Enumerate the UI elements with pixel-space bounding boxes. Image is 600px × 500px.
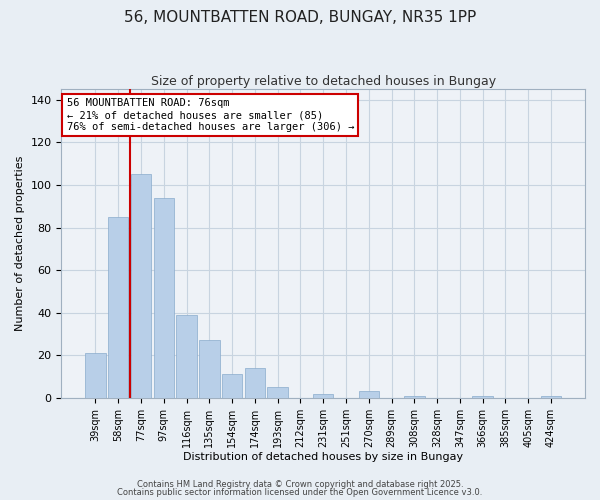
X-axis label: Distribution of detached houses by size in Bungay: Distribution of detached houses by size …	[183, 452, 463, 462]
Bar	[176, 315, 197, 398]
Text: 56 MOUNTBATTEN ROAD: 76sqm
← 21% of detached houses are smaller (85)
76% of semi: 56 MOUNTBATTEN ROAD: 76sqm ← 21% of deta…	[67, 98, 354, 132]
Text: Contains public sector information licensed under the Open Government Licence v3: Contains public sector information licen…	[118, 488, 482, 497]
Bar	[199, 340, 220, 398]
Bar	[222, 374, 242, 398]
Bar	[245, 368, 265, 398]
Title: Size of property relative to detached houses in Bungay: Size of property relative to detached ho…	[151, 75, 496, 88]
Bar	[131, 174, 151, 398]
Text: Contains HM Land Registry data © Crown copyright and database right 2025.: Contains HM Land Registry data © Crown c…	[137, 480, 463, 489]
Bar	[85, 353, 106, 398]
Bar	[359, 392, 379, 398]
Bar	[108, 217, 128, 398]
Bar	[541, 396, 561, 398]
Bar	[404, 396, 425, 398]
Bar	[268, 387, 288, 398]
Bar	[313, 394, 334, 398]
Bar	[154, 198, 174, 398]
Y-axis label: Number of detached properties: Number of detached properties	[15, 156, 25, 331]
Text: 56, MOUNTBATTEN ROAD, BUNGAY, NR35 1PP: 56, MOUNTBATTEN ROAD, BUNGAY, NR35 1PP	[124, 10, 476, 25]
Bar	[472, 396, 493, 398]
